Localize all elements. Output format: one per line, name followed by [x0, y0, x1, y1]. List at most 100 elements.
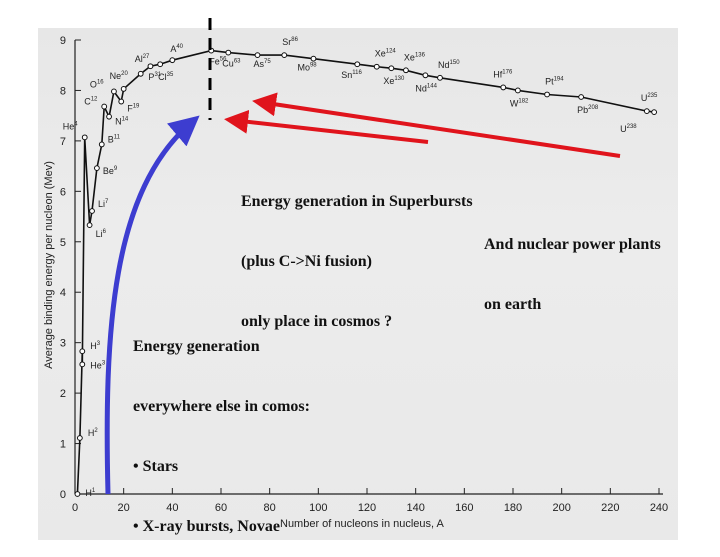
point-label: Sn116 [341, 70, 362, 80]
x-tick-label: 140 [406, 502, 424, 514]
data-point [74, 491, 81, 497]
data-point [101, 103, 108, 110]
point-label: As75 [254, 59, 272, 69]
point-label: Nd144 [415, 83, 437, 93]
point-label: H3 [90, 341, 101, 351]
point-label: Mo98 [297, 63, 317, 73]
data-point [578, 94, 585, 100]
point-label: B11 [108, 134, 121, 144]
data-point [281, 52, 288, 59]
data-point [120, 86, 127, 92]
data-point [169, 57, 176, 64]
annotation-line: • Stars [133, 458, 179, 475]
point-label: Cl35 [158, 72, 174, 82]
data-point [388, 65, 395, 72]
data-point [500, 84, 507, 91]
data-point [403, 67, 409, 74]
point-label: H1 [85, 488, 96, 498]
point-label: A40 [170, 44, 183, 54]
annotation-line: (plus C->Ni fusion) [241, 253, 372, 270]
data-point [118, 98, 125, 105]
data-point [111, 88, 117, 95]
point-label: Li6 [96, 229, 107, 239]
y-tick-label: 2 [60, 388, 66, 400]
red-arrow-power-plants [252, 92, 621, 158]
annotation-line: Energy generation [133, 338, 260, 355]
data-point [643, 108, 650, 115]
data-point [137, 70, 144, 77]
point-label: Be9 [103, 166, 118, 176]
y-tick-label: 9 [60, 35, 66, 47]
data-point [76, 435, 83, 441]
point-label: Pt194 [545, 76, 564, 86]
x-tick-label: 80 [264, 502, 276, 514]
power-plants-annotation: And nuclear power plants on earth [484, 195, 661, 335]
point-label: Ne20 [110, 71, 129, 81]
y-tick-label: 1 [60, 439, 66, 451]
x-tick-label: 200 [552, 502, 570, 514]
x-tick-label: 0 [72, 502, 78, 514]
point-label: Fe56 [209, 57, 227, 67]
point-label: Xe136 [404, 52, 426, 62]
x-tick-label: 60 [215, 502, 227, 514]
x-tick-label: 120 [358, 502, 376, 514]
y-tick-label: 4 [60, 287, 66, 299]
binding-energy-chart: 0 20 40 60 80 100 120 140 160 180 200 220 240 0 1 2 3 4 5 6… [43, 18, 668, 530]
arrows [104, 18, 621, 495]
data-point [98, 141, 105, 148]
data-point [79, 361, 86, 368]
point-label: Sr86 [282, 37, 298, 47]
point-label: H2 [88, 428, 99, 438]
x-tick-label: 100 [309, 502, 327, 514]
data-point [81, 134, 88, 141]
point-label: Hf176 [493, 69, 513, 79]
data-points [74, 47, 658, 497]
data-point [514, 87, 521, 94]
point-labels: H1 H2 H3 He3 He4 Li6 Li7 Be9 B11 C12 N14 O16 F19 Ne20… [63, 37, 658, 498]
point-label: Pb208 [577, 105, 599, 115]
y-axis-title: Average binding energy per nucleon (Mev) [43, 161, 55, 369]
point-label: O16 [90, 79, 104, 89]
y-tick-label: 8 [60, 85, 66, 97]
data-point [422, 72, 429, 79]
data-point [254, 52, 261, 59]
scanned-figure-background [38, 28, 678, 540]
annotation-line: And nuclear power plants [484, 236, 661, 253]
point-label: He3 [90, 360, 106, 370]
x-tick-label: 240 [650, 502, 668, 514]
annotation-line: • X-ray bursts, Novae [133, 518, 280, 535]
annotation-line: on earth [484, 296, 542, 313]
axes: 0 20 40 60 80 100 120 140 160 180 200 220 240 0 1 2 3 4 5 6… [60, 35, 668, 514]
point-label: Xe130 [383, 76, 405, 86]
x-tick-label: 220 [601, 502, 619, 514]
data-point [651, 109, 658, 116]
x-tick-label: 40 [166, 502, 178, 514]
point-label: W182 [510, 98, 529, 108]
data-point [157, 61, 164, 68]
annotation-line: only place in cosmos ? [241, 313, 393, 330]
data-point [94, 165, 100, 172]
data-point [437, 74, 443, 81]
point-label: Nd150 [438, 60, 460, 70]
annotation-line: Energy generation in Superbursts [241, 193, 473, 210]
point-label: U235 [641, 93, 658, 103]
red-arrow-superbursts [224, 109, 429, 144]
x-tick-label: 20 [118, 502, 130, 514]
point-label: C12 [84, 97, 98, 107]
point-label: F19 [127, 104, 140, 114]
y-tick-label: 5 [60, 237, 66, 249]
point-label: Al27 [135, 54, 150, 64]
blue-arrow-everywhere [104, 115, 200, 495]
annotation-line: everywhere else in comos: [133, 398, 310, 415]
point-label: Cu63 [222, 59, 241, 69]
data-point [354, 61, 361, 68]
data-point [225, 49, 232, 56]
y-tick-label: 3 [60, 338, 66, 350]
point-label: Li7 [98, 199, 109, 209]
superbursts-annotation: Energy generation in Superbursts (plus C… [241, 152, 473, 352]
y-tick-label: 6 [60, 186, 66, 198]
y-tick-label: 7 [60, 136, 66, 148]
point-label: U238 [620, 124, 637, 134]
point-label: Xe124 [375, 49, 397, 59]
data-point [373, 63, 380, 70]
